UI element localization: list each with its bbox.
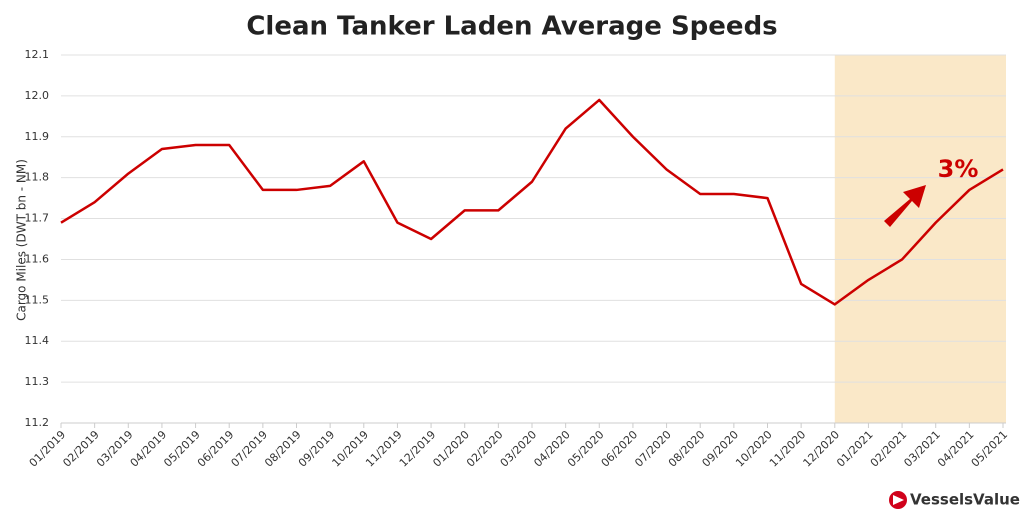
trend-arrow — [884, 185, 926, 227]
y-tick-label: 11.5 — [25, 293, 50, 306]
y-tick-label: 11.4 — [25, 334, 50, 347]
annotation: 3% — [938, 155, 979, 183]
y-tick-label: 11.8 — [25, 171, 50, 184]
chart-title: Clean Tanker Laden Average Speeds — [246, 12, 777, 42]
logo-text: VesselsValue — [910, 491, 1020, 509]
plot-area: 11.2 11.3 11.4 11.5 11.6 11.7 11.8 11.9 12.0 12.1… — [25, 48, 1011, 470]
y-tick-label: 11.3 — [25, 375, 50, 388]
x-tick-label: 05/2021 — [969, 428, 1011, 470]
y-tick-label: 11.9 — [25, 130, 50, 143]
y-tick-label: 12.0 — [25, 89, 50, 102]
data-line — [60, 98, 1004, 306]
y-tick-label: 12.1 — [25, 48, 50, 61]
logo: VesselsValue — [889, 491, 1020, 509]
y-axis-label: Cargo Miles (DWT bn - NM) — [15, 159, 29, 321]
logo-icon-mark — [893, 495, 904, 505]
y-tick-label: 11.6 — [25, 252, 50, 265]
y-tick-label: 11.7 — [25, 212, 50, 225]
y-tick-label: 11.2 — [25, 416, 50, 429]
